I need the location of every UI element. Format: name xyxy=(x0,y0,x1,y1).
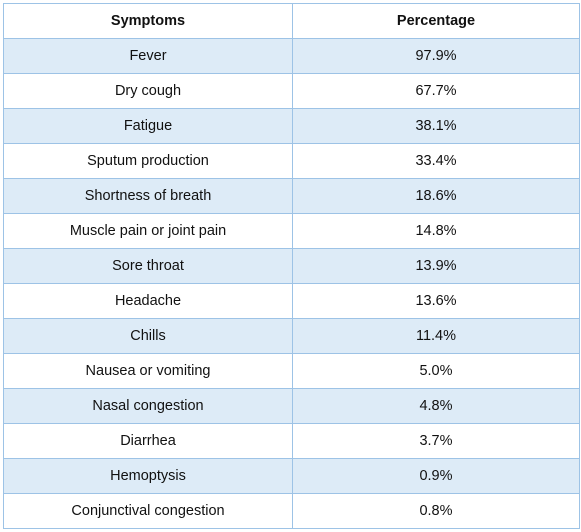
percentage-cell: 97.9% xyxy=(292,38,580,74)
table-row: Nasal congestion 4.8% xyxy=(3,388,580,424)
symptom-cell: Sputum production xyxy=(3,143,293,179)
symptom-cell: Muscle pain or joint pain xyxy=(3,213,293,249)
table-row: Fatigue 38.1% xyxy=(3,108,580,144)
symptom-cell: Fever xyxy=(3,38,293,74)
percentage-cell: 0.8% xyxy=(292,493,580,529)
header-symptoms: Symptoms xyxy=(3,3,293,39)
table-row: Shortness of breath 18.6% xyxy=(3,178,580,214)
symptom-cell: Sore throat xyxy=(3,248,293,284)
symptom-cell: Chills xyxy=(3,318,293,354)
header-percentage: Percentage xyxy=(292,3,580,39)
percentage-cell: 38.1% xyxy=(292,108,580,144)
percentage-cell: 11.4% xyxy=(292,318,580,354)
table-row: Fever 97.9% xyxy=(3,38,580,74)
symptom-cell: Dry cough xyxy=(3,73,293,109)
table-row: Diarrhea 3.7% xyxy=(3,423,580,459)
percentage-cell: 18.6% xyxy=(292,178,580,214)
table-row: Conjunctival congestion 0.8% xyxy=(3,493,580,529)
table-row: Dry cough 67.7% xyxy=(3,73,580,109)
table-header-row: Symptoms Percentage xyxy=(3,3,580,39)
table-row: Headache 13.6% xyxy=(3,283,580,319)
symptom-cell: Headache xyxy=(3,283,293,319)
symptom-cell: Nasal congestion xyxy=(3,388,293,424)
symptom-cell: Conjunctival congestion xyxy=(3,493,293,529)
symptom-cell: Nausea or vomiting xyxy=(3,353,293,389)
percentage-cell: 4.8% xyxy=(292,388,580,424)
percentage-cell: 33.4% xyxy=(292,143,580,179)
percentage-cell: 13.6% xyxy=(292,283,580,319)
percentage-cell: 5.0% xyxy=(292,353,580,389)
table-row: Nausea or vomiting 5.0% xyxy=(3,353,580,389)
table-row: Hemoptysis 0.9% xyxy=(3,458,580,494)
table-row: Muscle pain or joint pain 14.8% xyxy=(3,213,580,249)
symptom-cell: Shortness of breath xyxy=(3,178,293,214)
symptom-cell: Diarrhea xyxy=(3,423,293,459)
percentage-cell: 0.9% xyxy=(292,458,580,494)
table-row: Chills 11.4% xyxy=(3,318,580,354)
symptoms-table-container: Symptoms Percentage Fever 97.9% Dry coug… xyxy=(3,3,580,529)
table-row: Sputum production 33.4% xyxy=(3,143,580,179)
symptoms-table: Symptoms Percentage Fever 97.9% Dry coug… xyxy=(3,3,580,529)
percentage-cell: 67.7% xyxy=(292,73,580,109)
percentage-cell: 13.9% xyxy=(292,248,580,284)
symptom-cell: Fatigue xyxy=(3,108,293,144)
percentage-cell: 14.8% xyxy=(292,213,580,249)
table-row: Sore throat 13.9% xyxy=(3,248,580,284)
percentage-cell: 3.7% xyxy=(292,423,580,459)
symptom-cell: Hemoptysis xyxy=(3,458,293,494)
